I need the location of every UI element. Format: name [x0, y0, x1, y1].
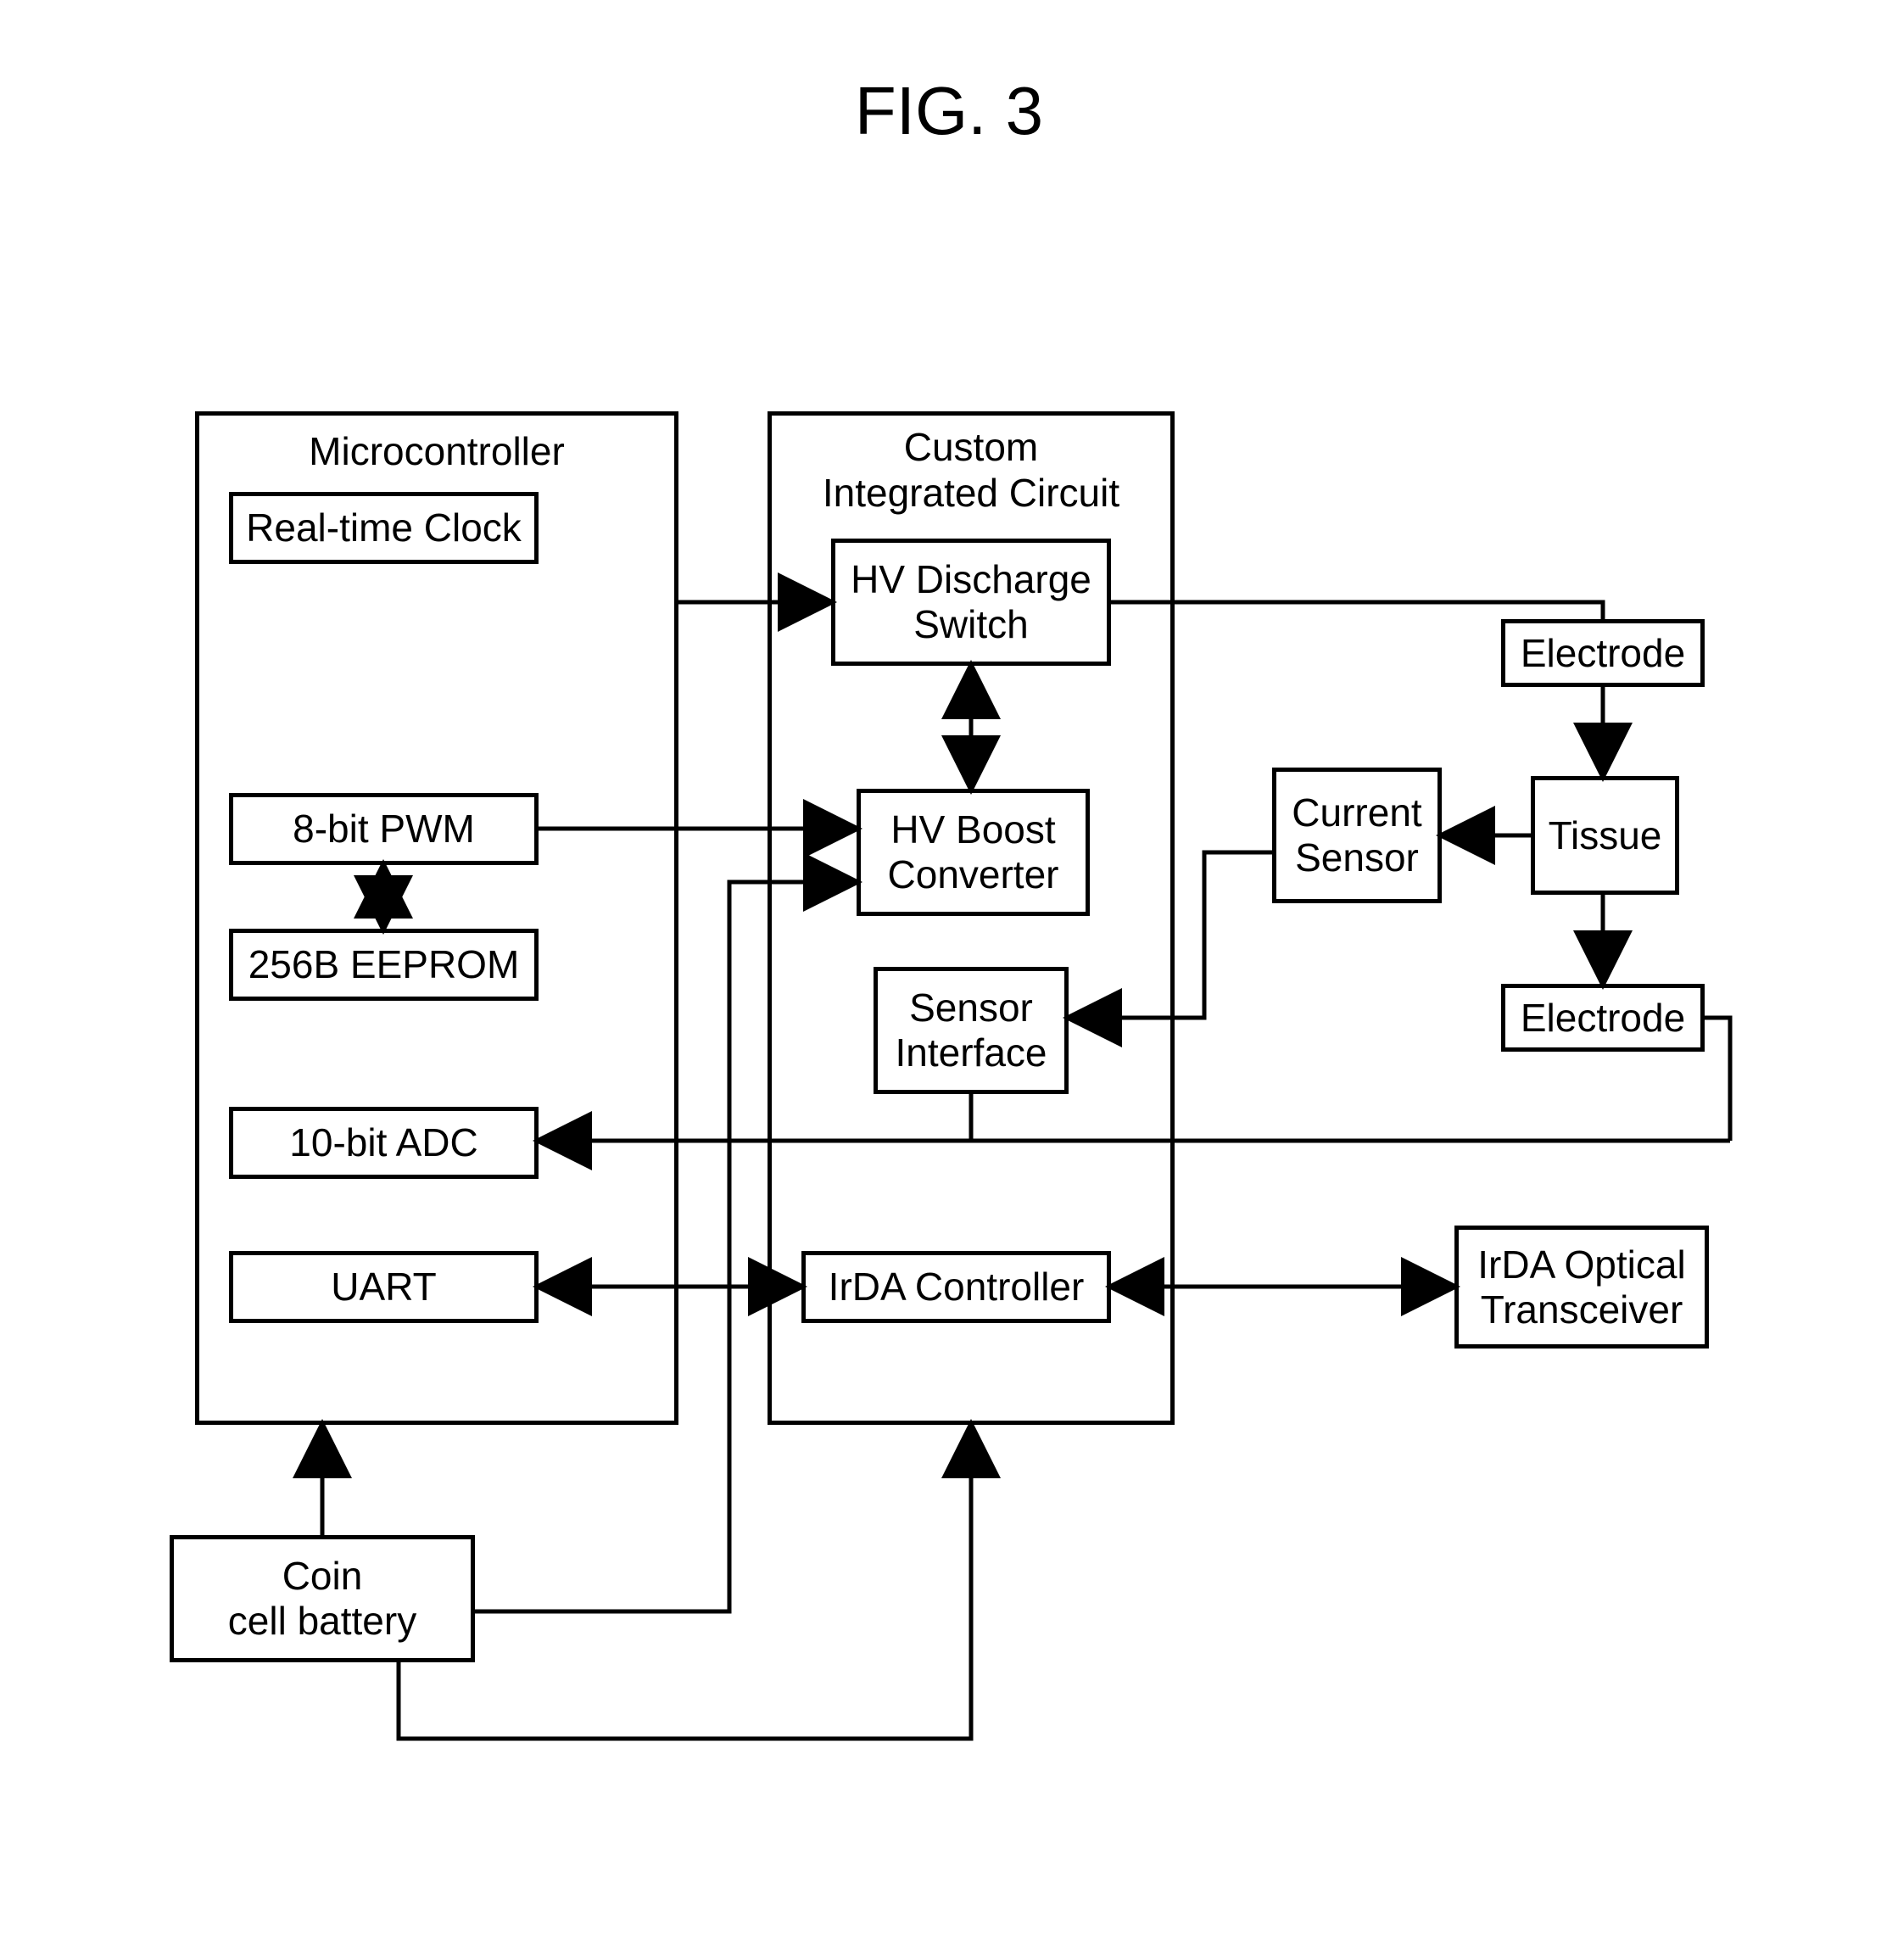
adc-block: 10-bit ADC — [229, 1107, 539, 1179]
electrode-bot-block: Electrode — [1501, 984, 1705, 1052]
uart-block: UART — [229, 1251, 539, 1323]
pwm-block: 8-bit PWM — [229, 793, 539, 865]
tissue-block: Tissue — [1531, 776, 1679, 895]
irda-controller-block: IrDA Controller — [801, 1251, 1111, 1323]
electrode-top-block: Electrode — [1501, 619, 1705, 687]
current-sensor-block: CurrentSensor — [1272, 768, 1442, 903]
hv-discharge-block: HV DischargeSwitch — [831, 539, 1111, 666]
custom-ic-title: CustomIntegrated Circuit — [772, 424, 1170, 516]
hv-boost-block: HV BoostConverter — [857, 789, 1090, 916]
battery-block: Coincell battery — [170, 1535, 475, 1662]
sensor-interface-block: SensorInterface — [874, 967, 1069, 1094]
rtc-block: Real-time Clock — [229, 492, 539, 564]
figure-title: FIG. 3 — [0, 72, 1898, 150]
microcontroller-title: Microcontroller — [199, 428, 674, 474]
eeprom-block: 256B EEPROM — [229, 929, 539, 1001]
irda-optical-block: IrDA OpticalTransceiver — [1454, 1226, 1709, 1349]
